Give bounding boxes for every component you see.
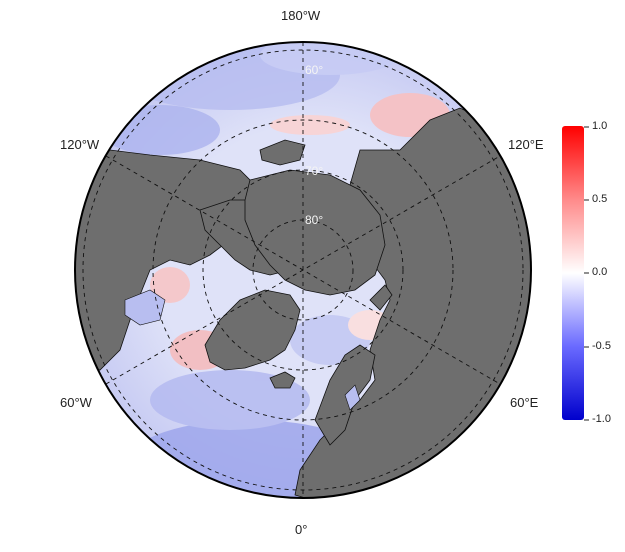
meridian-label-0: 0° — [295, 522, 308, 537]
colorbar-tick-label: -0.5 — [592, 340, 611, 352]
land — [75, 107, 531, 498]
map-boundary — [74, 41, 532, 499]
colorbar-tick-label: 0.0 — [592, 266, 608, 278]
meridian-label-60w: 60°W — [60, 395, 92, 410]
colorbar — [562, 126, 584, 420]
inland-water — [124, 289, 361, 411]
meridian-label-60e: 60°E — [510, 395, 539, 410]
colorbar-tick-label: 0.5 — [592, 193, 608, 205]
latitude-label-70: 70° — [305, 164, 324, 178]
meridian-label-120w: 120°W — [60, 137, 100, 152]
graticule — [82, 42, 524, 498]
colorbar-tick-label: -1.0 — [592, 413, 611, 425]
meridian-label-120e: 120°E — [508, 137, 544, 152]
latitude-label-60: 60° — [305, 63, 324, 77]
colorbar-ticks — [584, 126, 589, 421]
map-disc — [75, 42, 531, 498]
colorbar-tick-label: 1.0 — [592, 120, 608, 132]
latitude-label-80: 80° — [305, 213, 324, 227]
meridian-label-180w: 180°W — [281, 8, 321, 23]
